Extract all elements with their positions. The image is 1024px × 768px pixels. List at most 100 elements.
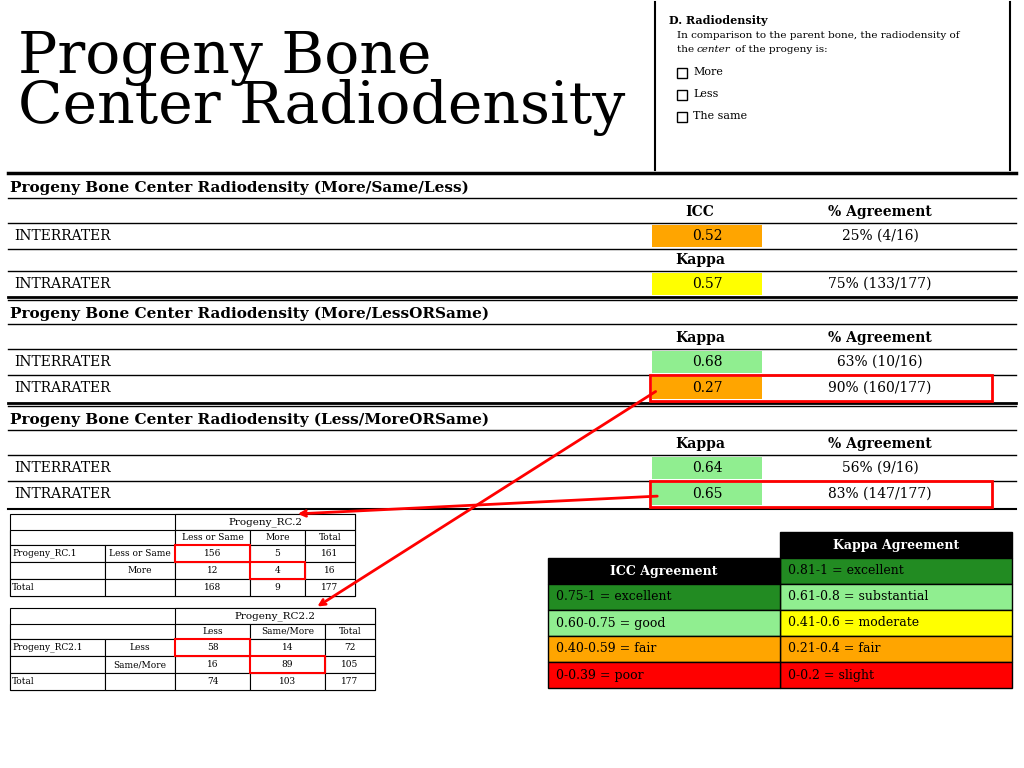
Bar (652, 457, 762, 479)
Bar (548, 636, 780, 662)
Text: 4: 4 (274, 566, 281, 575)
Text: 25% (4/16): 25% (4/16) (842, 229, 919, 243)
Text: Same/More: Same/More (261, 627, 314, 636)
Bar (650, 375, 992, 401)
Bar (650, 481, 992, 507)
Text: 0.75-1 = excellent: 0.75-1 = excellent (556, 591, 672, 604)
Text: 0.41-0.6 = moderate: 0.41-0.6 = moderate (788, 617, 920, 630)
Bar (105, 656, 175, 673)
Bar (305, 562, 355, 579)
Bar (780, 610, 1012, 636)
Text: 161: 161 (322, 549, 339, 558)
Text: Total: Total (12, 677, 35, 686)
Bar (250, 656, 325, 673)
Bar (10, 514, 355, 596)
Text: 12: 12 (207, 566, 218, 575)
Bar (175, 514, 355, 530)
Text: 5: 5 (274, 549, 281, 558)
Bar (305, 579, 355, 596)
Bar (305, 545, 355, 562)
Text: INTRARATER: INTRARATER (14, 487, 111, 501)
Text: D. Radiodensity: D. Radiodensity (669, 15, 768, 25)
Bar (548, 662, 780, 688)
Text: 0.27: 0.27 (691, 381, 722, 395)
Text: More: More (128, 566, 153, 575)
Text: More: More (265, 533, 290, 542)
Text: 0.21-0.4 = fair: 0.21-0.4 = fair (788, 643, 881, 656)
Text: Center Radiodensity: Center Radiodensity (18, 80, 626, 137)
Bar (175, 530, 250, 545)
Bar (175, 624, 250, 639)
Text: Less or Same: Less or Same (181, 533, 244, 542)
Bar (305, 530, 355, 545)
Text: ICC: ICC (685, 205, 715, 219)
Bar (652, 483, 762, 505)
Text: 16: 16 (207, 660, 218, 669)
Bar (548, 610, 780, 636)
Bar (652, 351, 762, 373)
Bar (105, 639, 175, 656)
Bar (548, 584, 780, 610)
Text: Less: Less (202, 627, 223, 636)
Text: 72: 72 (344, 643, 355, 652)
Bar (250, 545, 305, 562)
Text: Total: Total (339, 627, 361, 636)
Text: 0.60-0.75 = good: 0.60-0.75 = good (556, 617, 666, 630)
Text: INTERRATER: INTERRATER (14, 229, 111, 243)
Text: 58: 58 (207, 643, 218, 652)
Text: center: center (697, 45, 731, 55)
Bar (548, 558, 780, 584)
Bar (250, 624, 325, 639)
Text: 83% (147/177): 83% (147/177) (828, 487, 932, 501)
Bar (250, 673, 325, 690)
Text: % Agreement: % Agreement (828, 437, 932, 451)
Text: 156: 156 (204, 549, 221, 558)
Text: of the progeny is:: of the progeny is: (732, 45, 827, 55)
Bar (10, 608, 375, 690)
Bar (105, 673, 175, 690)
Bar (780, 558, 1012, 584)
Text: 74: 74 (207, 677, 218, 686)
Text: Progeny_RC2.1: Progeny_RC2.1 (12, 643, 83, 652)
Bar (250, 656, 325, 673)
Text: ICC Agreement: ICC Agreement (610, 564, 718, 578)
Bar (175, 562, 250, 579)
Text: 90% (160/177): 90% (160/177) (828, 381, 932, 395)
Bar (105, 545, 175, 562)
Text: Total: Total (318, 533, 341, 542)
Text: 168: 168 (204, 583, 221, 592)
Text: INTRARATER: INTRARATER (14, 277, 111, 291)
Text: 0.40-0.59 = fair: 0.40-0.59 = fair (556, 643, 656, 656)
Bar (175, 656, 250, 673)
Text: 177: 177 (341, 677, 358, 686)
Text: More: More (693, 67, 723, 77)
Bar (325, 624, 375, 639)
Text: 0.64: 0.64 (691, 461, 722, 475)
Text: 75% (133/177): 75% (133/177) (828, 277, 932, 291)
Bar (250, 530, 305, 545)
Text: 14: 14 (282, 643, 293, 652)
Text: 103: 103 (279, 677, 296, 686)
Bar (652, 273, 762, 295)
Bar (780, 532, 1012, 558)
Text: Less or Same: Less or Same (110, 549, 171, 558)
Bar (10, 545, 105, 562)
Text: 89: 89 (282, 660, 293, 669)
Text: 0-0.2 = slight: 0-0.2 = slight (788, 668, 874, 681)
Text: Kappa Agreement: Kappa Agreement (833, 538, 959, 551)
Bar (10, 579, 105, 596)
Text: 0.61-0.8 = substantial: 0.61-0.8 = substantial (788, 591, 929, 604)
Bar (175, 639, 250, 656)
Text: Progeny Bone Center Radiodensity (More/LessORSame): Progeny Bone Center Radiodensity (More/L… (10, 306, 489, 321)
Text: Progeny Bone Center Radiodensity (More/Same/Less): Progeny Bone Center Radiodensity (More/S… (10, 180, 469, 195)
Bar (175, 545, 250, 562)
Text: Total: Total (12, 583, 35, 592)
Bar (250, 562, 305, 579)
Bar (677, 112, 687, 122)
Bar (325, 673, 375, 690)
Bar (175, 673, 250, 690)
Text: The same: The same (693, 111, 748, 121)
Bar (250, 579, 305, 596)
Bar (780, 662, 1012, 688)
Text: 0.65: 0.65 (692, 487, 722, 501)
